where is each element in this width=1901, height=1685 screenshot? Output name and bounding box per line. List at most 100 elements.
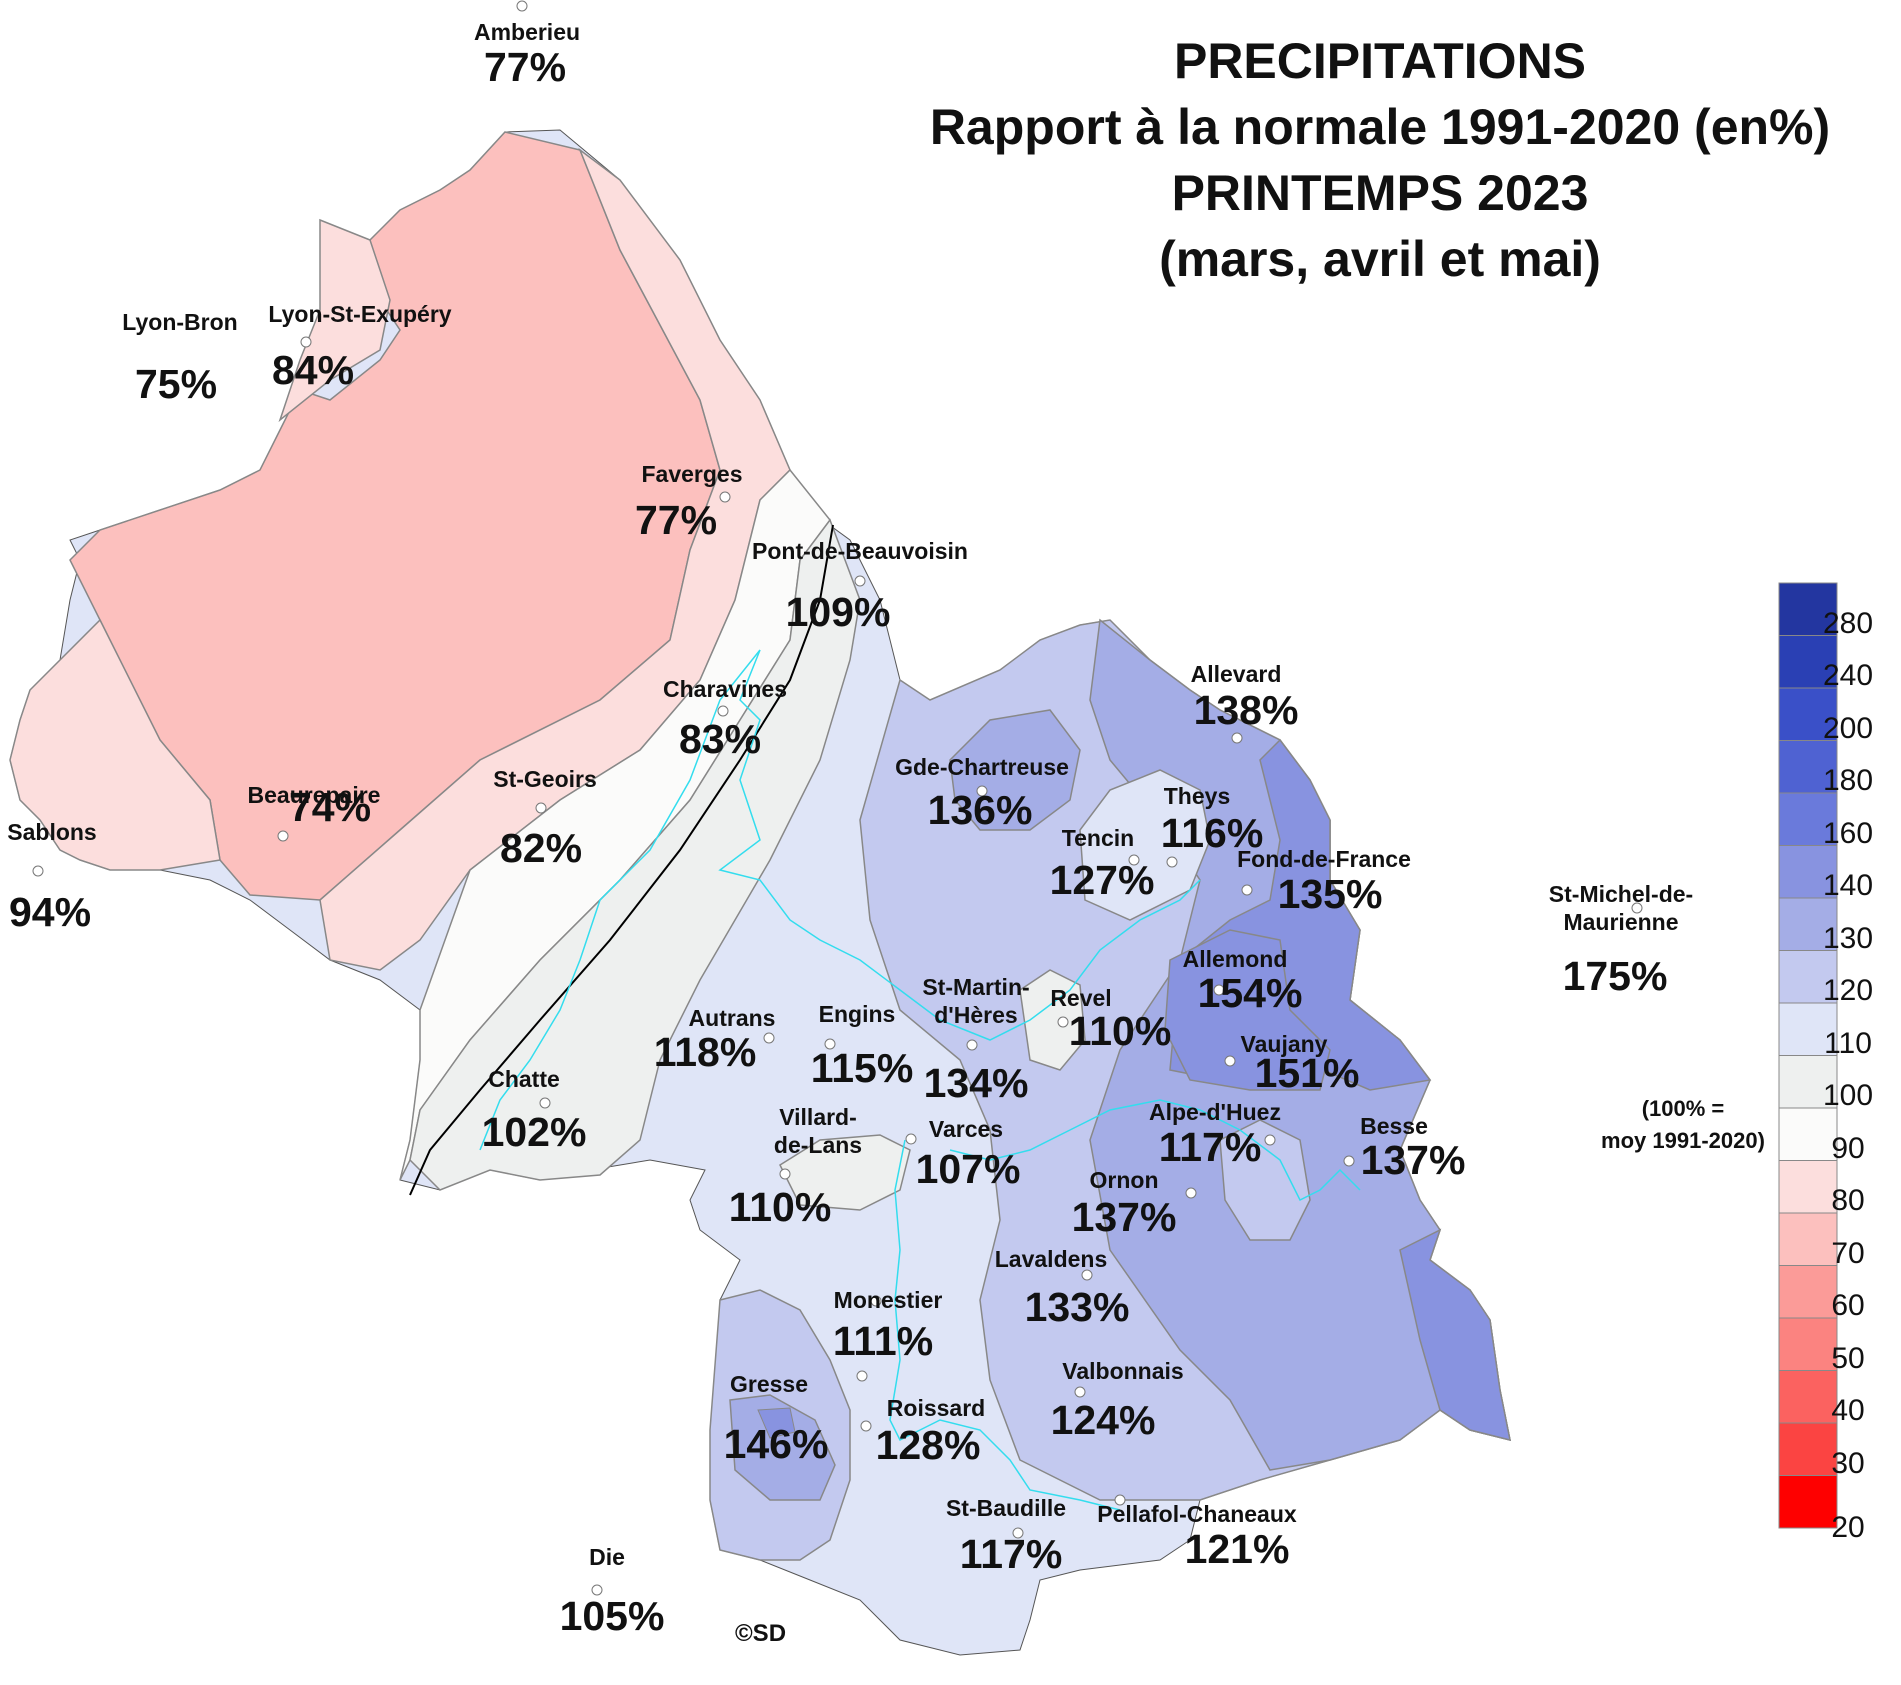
station-value-lavaldens: 133% bbox=[1024, 1284, 1130, 1330]
station-value-lyon-bron: 75% bbox=[134, 361, 218, 407]
station-value-st-martin-d-h-res: 134% bbox=[923, 1060, 1029, 1106]
station-marker-pellafol-chaneaux bbox=[1114, 1494, 1126, 1506]
station-name-sablons: Sablons bbox=[7, 819, 97, 845]
legend-swatch bbox=[1778, 792, 1838, 846]
station-name-gresse: Gresse bbox=[729, 1371, 809, 1397]
legend-tick-label: 80 bbox=[1831, 1184, 1865, 1217]
station-name-lyon-bron: Lyon-Bron bbox=[122, 309, 238, 335]
station-name-besse: Besse bbox=[1360, 1113, 1428, 1139]
station-value-alpe-d-huez: 117% bbox=[1158, 1124, 1262, 1170]
station-name-alpe-d-huez: Alpe-d'Huez bbox=[1149, 1099, 1281, 1125]
legend-swatch bbox=[1778, 635, 1838, 689]
legend-tick-label: 180 bbox=[1822, 764, 1874, 797]
zone-gresse-peak bbox=[757, 1407, 796, 1439]
station-name-tencin: Tencin bbox=[1061, 825, 1135, 851]
zone-villard-pocket bbox=[779, 1134, 911, 1211]
river-isere bbox=[718, 649, 1201, 1041]
station-name-pont-de-beauvoisin: Pont-de-Beauvoisin bbox=[752, 538, 968, 564]
station-value-st-michel-de-maurienne: 175% bbox=[1562, 953, 1668, 999]
station-value-allevard: 138% bbox=[1193, 687, 1299, 733]
station-marker-gde-chartreuse bbox=[976, 785, 988, 797]
station-marker-pont-de-beauvoisin bbox=[854, 575, 866, 587]
station-name-revel: Revel bbox=[1050, 985, 1112, 1011]
station-marker-st-geoirs bbox=[535, 802, 547, 814]
legend-swatch bbox=[1778, 1002, 1838, 1056]
legend-tick-label: 140 bbox=[1822, 869, 1874, 902]
station-name-lavaldens: Lavaldens bbox=[994, 1246, 1108, 1272]
station-value-amberieu: 77% bbox=[483, 44, 567, 90]
station-value-theys: 116% bbox=[1160, 810, 1264, 856]
zone-gresse-core bbox=[729, 1394, 836, 1501]
station-value-valbonnais: 124% bbox=[1050, 1397, 1156, 1443]
station-marker-ornon bbox=[1185, 1187, 1197, 1199]
legend-tick-label: 70 bbox=[1831, 1236, 1865, 1270]
station-marker-lavaldens bbox=[1081, 1269, 1093, 1281]
zone-revel-pocket bbox=[1019, 969, 1086, 1071]
station-value-pont-de-beauvoisin: 109% bbox=[785, 589, 891, 635]
legend-tick-label: 160 bbox=[1822, 816, 1874, 850]
station-value-villard-de-lans: 110% bbox=[728, 1184, 832, 1230]
station-marker-allemond bbox=[1213, 984, 1225, 996]
legend-swatch bbox=[1778, 740, 1838, 794]
station-marker-die bbox=[591, 1584, 603, 1596]
legend-tick-label: 60 bbox=[1831, 1289, 1865, 1322]
station-name-st-baudille: St-Baudille bbox=[945, 1495, 1067, 1521]
station-value-ornon: 137% bbox=[1071, 1194, 1177, 1240]
station-marker-roissard bbox=[860, 1420, 872, 1432]
zone-100-110 bbox=[409, 518, 861, 1191]
zone-theys-pocket bbox=[1079, 769, 1211, 921]
zone-allemond bbox=[1164, 929, 1331, 1091]
station-name-theys: Theys bbox=[1163, 783, 1231, 809]
station-marker-fond-de-france bbox=[1241, 884, 1253, 896]
station-name-engins: Engins bbox=[818, 1001, 896, 1027]
station-value-engins: 115% bbox=[810, 1045, 914, 1091]
station-marker-gresse bbox=[856, 1370, 868, 1382]
station-marker-charavines bbox=[717, 705, 729, 717]
legend-tick-label: 200 bbox=[1822, 711, 1874, 745]
station-value-beaurepaire: 74% bbox=[288, 784, 372, 830]
river-romanche bbox=[949, 1099, 1361, 1202]
station-value-roissard: 128% bbox=[875, 1422, 981, 1468]
title-line-2: Rapport à la normale 1991-2020 (en%) bbox=[929, 99, 1831, 155]
legend-swatch bbox=[1778, 897, 1838, 951]
legend-tick-label: 20 bbox=[1831, 1511, 1865, 1544]
station-name-ornon: Ornon bbox=[1089, 1167, 1159, 1193]
station-marker-besse bbox=[1343, 1155, 1355, 1167]
legend-swatch bbox=[1778, 1475, 1838, 1529]
station-name-die: Die bbox=[589, 1544, 625, 1570]
legend-tick-label: 40 bbox=[1831, 1394, 1865, 1427]
legend-tick-label: 280 bbox=[1822, 606, 1874, 640]
legend-swatch bbox=[1778, 1370, 1838, 1424]
station-marker-villard-de-lans bbox=[779, 1168, 791, 1180]
map-title: PRECIPITATIONS Rapport à la normale 1991… bbox=[860, 28, 1900, 292]
station-marker-tencin bbox=[1128, 854, 1140, 866]
station-name-roissard: Roissard bbox=[886, 1395, 986, 1421]
station-marker-valbonnais bbox=[1074, 1386, 1086, 1398]
station-value-faverges: 77% bbox=[634, 497, 718, 543]
station-value-tencin: 127% bbox=[1049, 857, 1155, 903]
station-name-allemond: Allemond bbox=[1182, 946, 1288, 972]
legend-tick-label: 240 bbox=[1822, 659, 1874, 692]
station-value-allemond: 154% bbox=[1197, 970, 1303, 1016]
station-name-vaujany: Vaujany bbox=[1240, 1031, 1328, 1057]
station-name-fond-de-france: Fond-de-France bbox=[1237, 846, 1411, 872]
station-value-charavines: 83% bbox=[678, 716, 762, 762]
station-name-faverges: Faverges bbox=[641, 461, 743, 487]
station-marker-alpe-d-huez bbox=[1264, 1134, 1276, 1146]
legend-note-line-1: (100% = bbox=[1641, 1096, 1725, 1121]
station-marker-monestier bbox=[870, 1295, 882, 1307]
station-name-allevard: Allevard bbox=[1190, 661, 1282, 687]
station-value-chatte: 102% bbox=[481, 1109, 587, 1155]
station-name-chatte: Chatte bbox=[488, 1066, 560, 1092]
isoline-100 bbox=[409, 524, 834, 1196]
station-marker-theys bbox=[1166, 856, 1178, 868]
station-name-st-michel-de-maurienne: St-Michel-de- Maurienne bbox=[1548, 881, 1694, 935]
station-value-st-baudille: 117% bbox=[959, 1531, 1063, 1577]
station-name-st-martin-d-h-res: St-Martin-d'Hères bbox=[922, 974, 1030, 1028]
station-name-beaurepaire: Beaurepaire bbox=[247, 782, 381, 808]
zone-80-90-lyon bbox=[278, 218, 391, 423]
legend-tick-label: 90 bbox=[1831, 1131, 1865, 1165]
legend-tick-label: 50 bbox=[1831, 1341, 1865, 1375]
station-value-vaujany: 151% bbox=[1254, 1050, 1360, 1096]
